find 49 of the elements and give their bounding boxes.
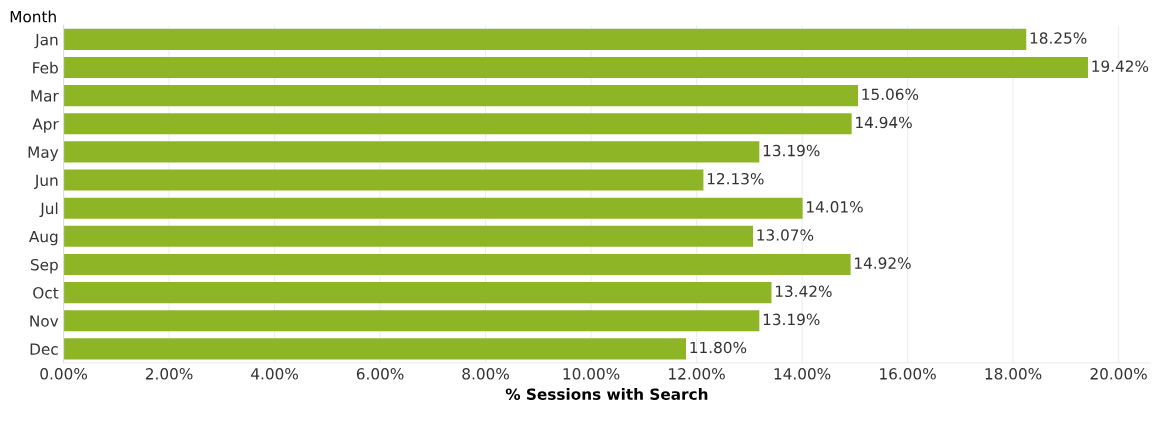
x-tick-label: 14.00% xyxy=(774,368,831,380)
x-tick-label: 10.00% xyxy=(563,368,620,380)
bar xyxy=(63,253,851,275)
bar xyxy=(63,225,754,247)
bar xyxy=(63,282,772,304)
y-axis-title: Month xyxy=(10,10,56,23)
y-tick-label: Dec xyxy=(30,343,58,355)
data-label: 11.80% xyxy=(690,341,747,354)
x-tick-label: 18.00% xyxy=(985,368,1042,380)
data-label: 13.07% xyxy=(757,229,814,241)
data-label: 12.13% xyxy=(707,172,764,185)
y-tick-label: Oct xyxy=(33,287,59,299)
y-tick-label: May xyxy=(28,146,59,161)
bar xyxy=(63,28,1027,50)
data-label: 13.42% xyxy=(775,285,832,298)
y-tick-label: Sep xyxy=(30,258,58,274)
data-label: 13.19% xyxy=(763,313,820,326)
x-tick-label: 0.00% xyxy=(40,368,87,380)
bar xyxy=(63,338,687,360)
y-tick-label: Jul xyxy=(39,202,58,218)
x-tick-label: 20.00% xyxy=(1090,368,1147,380)
x-tick-label: 12.00% xyxy=(669,368,725,380)
bar xyxy=(63,85,858,107)
data-label: 14.94% xyxy=(856,116,912,129)
bar xyxy=(63,169,704,191)
bar xyxy=(63,113,852,135)
y-tick-label: Feb xyxy=(33,61,58,74)
y-tick-label: Aug xyxy=(29,230,58,246)
x-tick-label: 4.00% xyxy=(251,368,298,380)
bar xyxy=(63,141,760,163)
x-tick-label: 6.00% xyxy=(356,368,404,380)
y-tick-label: Jan xyxy=(34,34,58,49)
y-tick-label: Apr xyxy=(32,118,59,133)
data-label: 15.06% xyxy=(862,88,919,101)
bar xyxy=(63,310,760,332)
x-axis-title: % Sessions with Search xyxy=(505,388,708,400)
data-label: 14.92% xyxy=(855,257,911,269)
y-tick-label: Jun xyxy=(34,174,58,189)
data-label: 13.19% xyxy=(763,144,820,157)
x-tick-label: 16.00% xyxy=(880,368,936,380)
bar xyxy=(63,197,803,219)
data-label: 18.25% xyxy=(1030,32,1087,44)
bar xyxy=(63,56,1088,79)
y-tick-label: Nov xyxy=(30,315,59,327)
y-tick-label: Mar xyxy=(31,90,59,102)
data-label: 19.42% xyxy=(1092,60,1149,72)
x-tick-label: 8.00% xyxy=(462,368,509,380)
x-tick-label: 2.00% xyxy=(145,368,193,380)
data-label: 14.01% xyxy=(807,201,863,213)
